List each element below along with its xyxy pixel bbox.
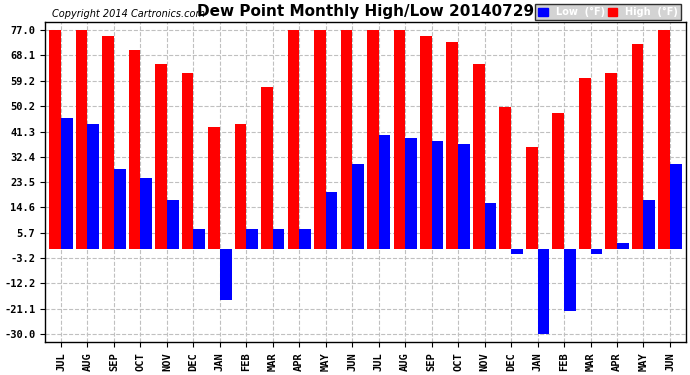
- Bar: [114, 169, 126, 249]
- Bar: [367, 30, 379, 249]
- Bar: [420, 36, 432, 249]
- Bar: [670, 164, 682, 249]
- Bar: [591, 249, 602, 254]
- Bar: [353, 164, 364, 249]
- Bar: [564, 249, 575, 311]
- Bar: [511, 249, 523, 254]
- Bar: [220, 249, 232, 300]
- Bar: [393, 30, 405, 249]
- Bar: [538, 249, 549, 334]
- Bar: [235, 124, 246, 249]
- Bar: [61, 118, 72, 249]
- Bar: [246, 229, 258, 249]
- Title: Dew Point Monthly High/Low 20140729: Dew Point Monthly High/Low 20140729: [197, 4, 534, 19]
- Bar: [500, 107, 511, 249]
- Bar: [76, 30, 88, 249]
- Legend: Low  (°F), High  (°F): Low (°F), High (°F): [535, 4, 681, 20]
- Bar: [299, 229, 311, 249]
- Bar: [208, 127, 220, 249]
- Text: Copyright 2014 Cartronics.com: Copyright 2014 Cartronics.com: [52, 9, 204, 18]
- Bar: [314, 30, 326, 249]
- Bar: [484, 203, 496, 249]
- Bar: [658, 30, 670, 249]
- Bar: [273, 229, 284, 249]
- Bar: [129, 50, 141, 249]
- Bar: [632, 44, 644, 249]
- Bar: [579, 78, 591, 249]
- Bar: [379, 135, 391, 249]
- Bar: [141, 178, 152, 249]
- Bar: [262, 87, 273, 249]
- Bar: [88, 124, 99, 249]
- Bar: [50, 30, 61, 249]
- Bar: [644, 201, 655, 249]
- Bar: [473, 64, 484, 249]
- Bar: [553, 112, 564, 249]
- Bar: [167, 201, 179, 249]
- Bar: [458, 144, 470, 249]
- Bar: [605, 73, 617, 249]
- Bar: [526, 147, 538, 249]
- Bar: [155, 64, 167, 249]
- Bar: [288, 30, 299, 249]
- Bar: [405, 138, 417, 249]
- Bar: [432, 141, 443, 249]
- Bar: [446, 42, 458, 249]
- Bar: [181, 73, 193, 249]
- Bar: [102, 36, 114, 249]
- Bar: [326, 192, 337, 249]
- Bar: [617, 243, 629, 249]
- Bar: [341, 30, 353, 249]
- Bar: [193, 229, 205, 249]
